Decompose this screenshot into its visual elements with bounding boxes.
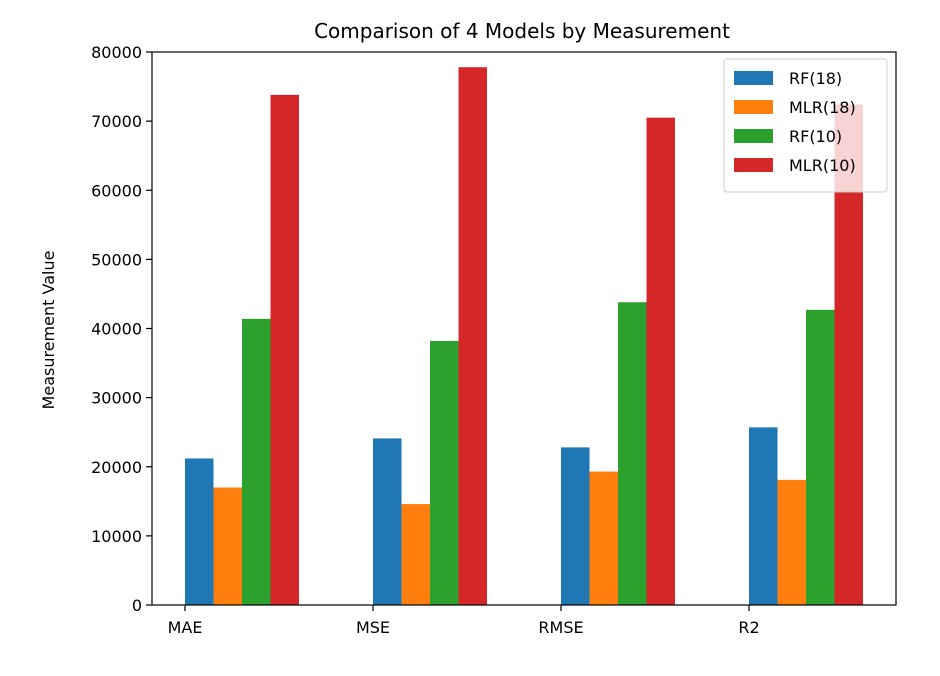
bar-mlr-10-rmse — [646, 117, 675, 605]
x-tick-label-mse: MSE — [356, 618, 390, 637]
bar-rf-18-mse — [373, 438, 402, 605]
bar-rf-10-r2 — [806, 309, 835, 605]
bar-mlr-10-mse — [458, 67, 487, 605]
bar-rf-10-rmse — [618, 302, 647, 605]
plot-area-frame — [151, 51, 897, 606]
bar-rf-18-r2 — [749, 427, 778, 605]
bar-rf-10-mae — [242, 318, 271, 605]
bar-rf-18-mae — [185, 458, 214, 605]
legend-label: MLR(10) — [789, 156, 856, 175]
y-tick-label: 50000 — [91, 250, 142, 269]
y-tick-label: 40000 — [91, 320, 142, 339]
bar-rf-10-mse — [430, 340, 459, 605]
legend-label: MLR(18) — [789, 98, 856, 117]
legend-swatch-mlr-18 — [734, 100, 773, 114]
x-tick-label-rmse: RMSE — [538, 618, 583, 637]
y-ticks-group: 0 10000 20000 30000 40000 50000 60000 70000 8000… — [91, 43, 152, 615]
bars-group — [185, 67, 863, 606]
bar-mlr-18-mse — [401, 504, 430, 605]
legend-label: RF(18) — [789, 69, 842, 88]
bar-rf-18-rmse — [561, 447, 590, 605]
x-tick-label-mae: MAE — [168, 618, 203, 637]
y-tick-label: 60000 — [91, 181, 142, 200]
legend-swatch-rf-10 — [734, 129, 773, 143]
legend: RF(18) MLR(18) RF(10) MLR(10) — [723, 58, 888, 193]
y-axis-label: Measurement Value — [39, 251, 58, 410]
y-tick-label: 10000 — [91, 527, 142, 546]
x-ticks-group: MAE MSE RMSE R2 — [168, 605, 760, 637]
y-tick-label: 70000 — [91, 112, 142, 131]
legend-swatch-rf-18 — [734, 71, 773, 85]
y-tick-label: 80000 — [91, 43, 142, 62]
bar-mlr-18-mae — [213, 487, 242, 605]
y-tick-label: 30000 — [91, 389, 142, 408]
bar-mlr-18-rmse — [589, 471, 618, 605]
legend-label: RF(10) — [789, 127, 842, 146]
chart-title: Comparison of 4 Models by Measurement — [314, 19, 730, 43]
legend-swatch-mlr-10 — [734, 158, 773, 172]
bar-mlr-18-r2 — [777, 479, 806, 605]
bar-mlr-10-mae — [270, 94, 299, 606]
y-tick-label: 0 — [132, 596, 142, 615]
x-tick-label-r2: R2 — [738, 618, 759, 637]
y-tick-label: 20000 — [91, 458, 142, 477]
